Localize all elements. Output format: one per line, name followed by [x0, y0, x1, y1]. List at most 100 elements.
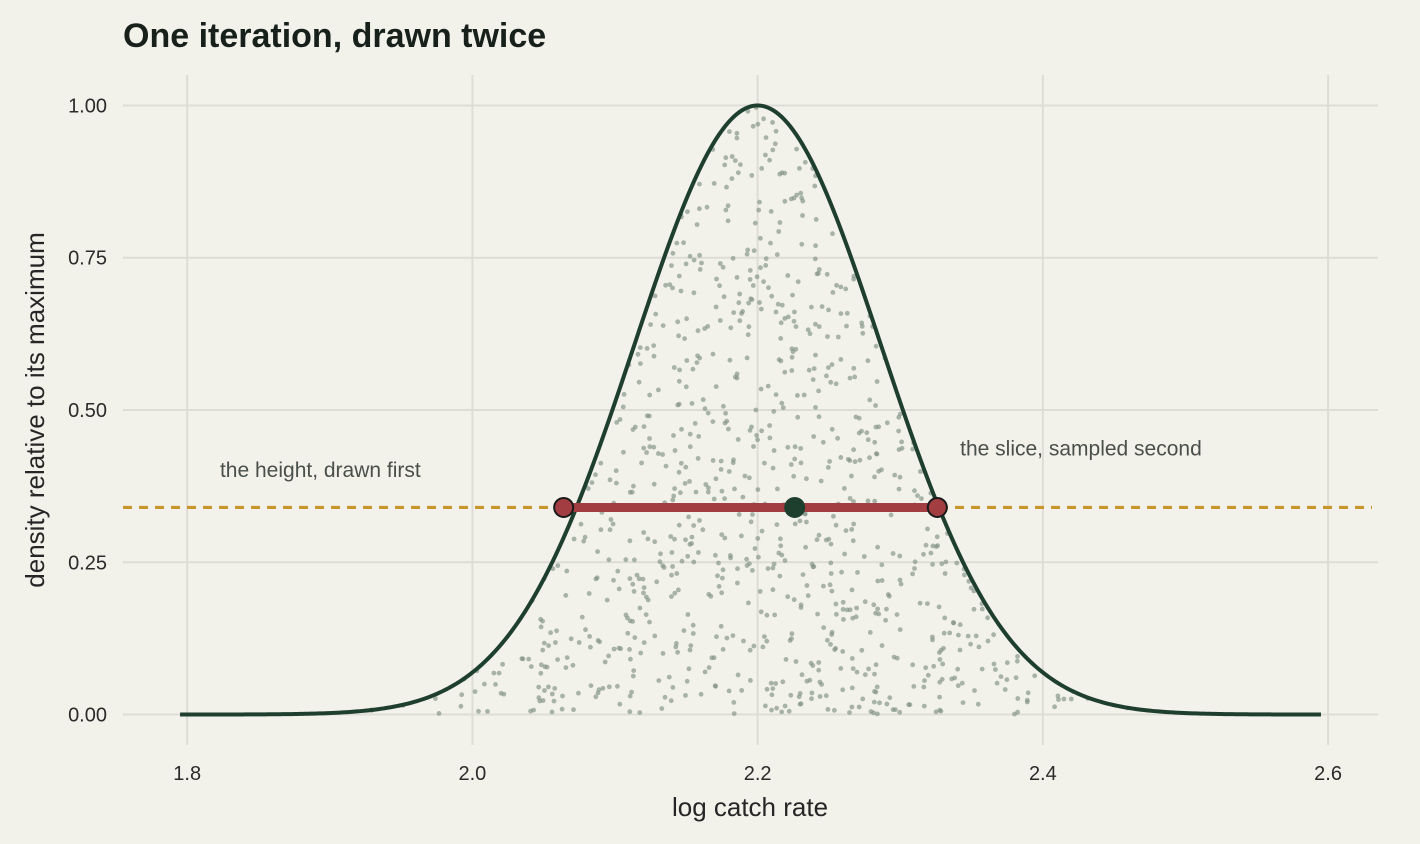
- scatter-point: [628, 656, 633, 662]
- scatter-point: [713, 384, 719, 389]
- scatter-point: [954, 560, 960, 566]
- scatter-point: [773, 681, 779, 686]
- scatter-point: [685, 553, 691, 559]
- scatter-point: [719, 590, 725, 596]
- scatter-point: [746, 324, 752, 330]
- scatter-point: [730, 255, 736, 261]
- scatter-point: [947, 630, 953, 636]
- scatter-point: [593, 576, 599, 582]
- scatter-point: [922, 678, 927, 683]
- scatter-point: [729, 154, 735, 159]
- scatter-point: [1004, 660, 1010, 666]
- scatter-point: [777, 573, 783, 579]
- scatter-point: [630, 673, 636, 679]
- scatter-point: [756, 554, 761, 560]
- scatter-point: [722, 496, 727, 501]
- scatter-point: [919, 496, 924, 501]
- scatter-point: [776, 229, 782, 234]
- scatter-point: [834, 611, 839, 617]
- scatter-point: [726, 426, 731, 432]
- scatter-point: [861, 554, 867, 559]
- scatter-point: [897, 553, 903, 559]
- scatter-point: [631, 668, 637, 673]
- scatter-point: [731, 711, 737, 716]
- scatter-point: [742, 473, 748, 479]
- scatter-point: [762, 634, 767, 639]
- scatter-point: [778, 320, 784, 326]
- scatter-point: [840, 607, 846, 612]
- scatter-point: [960, 700, 966, 705]
- scatter-point: [687, 431, 693, 437]
- scatter-point: [819, 304, 825, 309]
- scatter-point: [818, 478, 824, 484]
- scatter-point: [700, 527, 706, 533]
- scatter-point: [678, 460, 684, 466]
- scatter-point: [631, 483, 636, 489]
- scatter-point: [872, 474, 877, 480]
- scatter-point: [684, 358, 690, 363]
- scatter-point: [876, 468, 882, 474]
- scatter-point: [821, 625, 827, 630]
- scatter-point: [824, 373, 829, 379]
- scatter-point: [734, 135, 740, 141]
- scatter-point: [691, 523, 697, 528]
- scatter-point: [541, 640, 547, 646]
- scatter-point: [713, 304, 719, 310]
- scatter-point: [472, 689, 478, 694]
- scatter-point: [720, 264, 726, 270]
- scatter-point: [897, 474, 903, 480]
- scatter-point: [831, 513, 836, 519]
- scatter-point: [910, 446, 916, 452]
- scatter-point: [763, 135, 769, 141]
- scatter-point: [959, 680, 965, 686]
- scatter-point: [930, 634, 935, 640]
- scatter-point: [779, 400, 785, 406]
- scatter-point: [825, 707, 831, 712]
- annotation-label: the height, drawn first: [220, 459, 421, 482]
- scatter-point: [871, 699, 877, 705]
- scatter-point: [1056, 697, 1061, 702]
- scatter-point: [611, 577, 616, 583]
- y-tick-labels: 0.00 0.25 0.50 0.75 1.00: [68, 95, 107, 726]
- scatter-point: [627, 538, 633, 544]
- scatter-point: [976, 644, 982, 650]
- scatter-point: [820, 439, 826, 445]
- scatter-point: [695, 456, 701, 461]
- scatter-point: [700, 397, 706, 403]
- scatter-point: [773, 392, 779, 397]
- scatter-point: [656, 451, 661, 456]
- scatter-point: [540, 698, 546, 703]
- scatter-point: [578, 521, 584, 527]
- scatter-point: [883, 617, 888, 623]
- scatter-point: [854, 605, 859, 611]
- scatter-point: [798, 460, 804, 466]
- scatter-point: [544, 664, 550, 670]
- scatter-point: [669, 263, 674, 268]
- scatter-point: [955, 666, 961, 672]
- scatter-point: [771, 561, 777, 567]
- scatter-point: [670, 497, 676, 503]
- scatter-point: [554, 628, 559, 634]
- scatter-point: [800, 572, 806, 577]
- scatter-point: [937, 694, 942, 700]
- scatter-point: [433, 696, 438, 701]
- scatter-point: [940, 661, 946, 667]
- scatter-point: [652, 293, 658, 299]
- scatter-point: [890, 551, 896, 556]
- scatter-point: [638, 650, 644, 656]
- scatter-point: [770, 565, 776, 571]
- scatter-point: [772, 141, 778, 147]
- scatter-point: [921, 551, 926, 557]
- scatter-point: [795, 279, 801, 285]
- scatter-point: [949, 676, 955, 682]
- scatter-point: [682, 481, 688, 486]
- scatter-point: [814, 537, 820, 543]
- scatter-point: [872, 498, 878, 504]
- scatter-point: [789, 631, 795, 637]
- scatter-point: [758, 235, 763, 241]
- scatter-point: [770, 465, 776, 471]
- scatter-point: [871, 602, 877, 608]
- scatter-point: [708, 593, 714, 599]
- scatter-point: [862, 672, 868, 678]
- scatter-point: [686, 666, 692, 672]
